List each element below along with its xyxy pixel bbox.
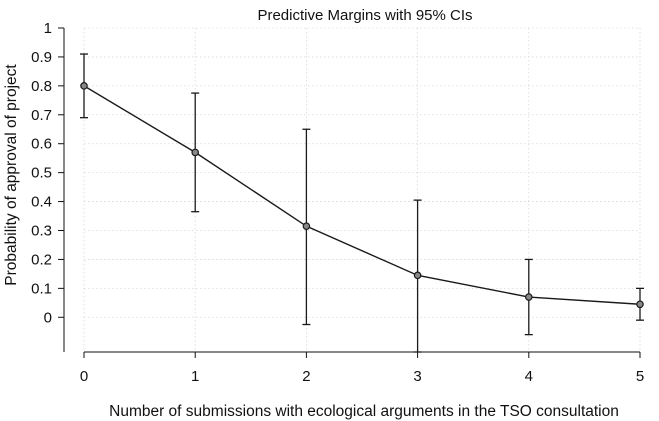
data-point bbox=[191, 148, 200, 157]
x-tick-label: 4 bbox=[525, 368, 533, 385]
y-tick-label: 0.1 bbox=[31, 280, 52, 297]
y-tick-label: 0.6 bbox=[31, 136, 52, 153]
y-tick-label: 1 bbox=[44, 20, 52, 37]
error-bars bbox=[80, 53, 644, 353]
y-tick-label: 0.2 bbox=[31, 251, 52, 268]
data-points bbox=[80, 82, 644, 309]
y-tick-label: 0.7 bbox=[31, 107, 52, 124]
x-tick-label: 3 bbox=[413, 368, 421, 385]
series-line bbox=[83, 85, 641, 305]
x-tick-label: 0 bbox=[80, 368, 88, 385]
data-point bbox=[80, 82, 88, 90]
y-axis-ticks: 0 0.1 0.2 0.3 0.4 0.5 0.6 0.7 0.8 0.9 1 bbox=[31, 20, 64, 326]
y-axis-title: Probability of approval of project bbox=[3, 64, 20, 286]
x-tick-label: 1 bbox=[191, 368, 199, 385]
x-axis-title: Number of submissions with ecological ar… bbox=[109, 403, 619, 420]
data-point bbox=[524, 293, 533, 301]
data-point bbox=[636, 300, 644, 309]
y-tick-label: 0.3 bbox=[31, 223, 52, 240]
y-tick-label: 0 bbox=[44, 309, 52, 326]
chart-title: Predictive Margins with 95% CIs bbox=[257, 7, 472, 24]
y-tick-label: 0.5 bbox=[31, 165, 52, 182]
data-point bbox=[302, 222, 311, 230]
data-point bbox=[413, 271, 422, 280]
x-tick-label: 5 bbox=[636, 368, 644, 385]
x-tick-label: 2 bbox=[302, 368, 310, 385]
x-axis-ticks: 0 1 2 3 4 5 bbox=[80, 352, 644, 385]
y-tick-label: 0.8 bbox=[31, 78, 52, 95]
y-tick-label: 0.4 bbox=[31, 194, 52, 211]
grid bbox=[83, 27, 641, 352]
y-tick-label: 0.9 bbox=[31, 49, 52, 66]
